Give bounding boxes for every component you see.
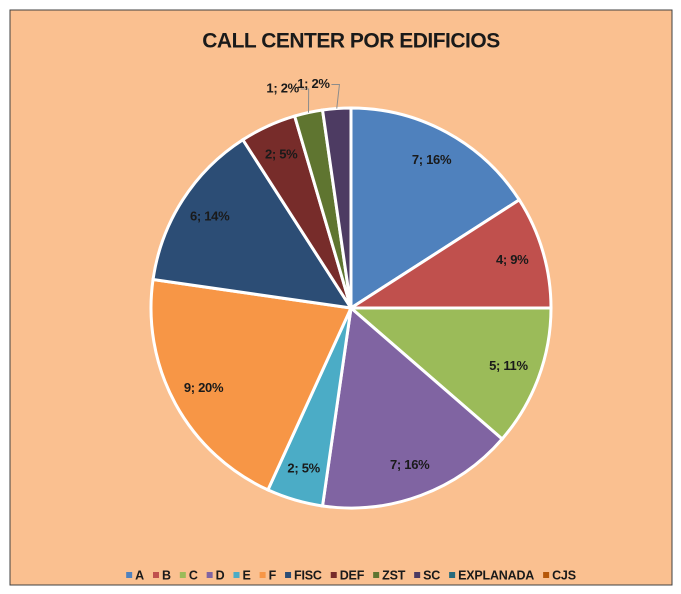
legend-swatch [179, 572, 186, 578]
legend-swatch [206, 572, 213, 578]
data-label: 9; 20% [184, 380, 224, 395]
legend-swatch [330, 572, 337, 578]
pie-slice [320, 106, 353, 309]
pie-slice [149, 277, 354, 492]
data-label: 2; 5% [265, 147, 298, 162]
leader-line [300, 88, 310, 113]
data-label: 5; 11% [489, 358, 528, 373]
data-label: 4; 9% [496, 252, 529, 267]
pie-slice [349, 106, 522, 311]
data-label: 7; 16% [412, 152, 452, 167]
leader-line [331, 84, 341, 109]
legend-label: F [269, 568, 277, 582]
legend-swatch [449, 572, 456, 578]
legend-label: C [189, 568, 198, 582]
legend-label: EXPLANADA [458, 568, 534, 582]
chart-title: CALL CENTER POR EDIFICIOS [202, 30, 500, 53]
pie-slice [345, 197, 553, 310]
legend-label: A [135, 568, 144, 582]
data-label: 2; 5% [287, 461, 320, 476]
legend-swatch [259, 572, 266, 578]
legend-label: CJS [552, 568, 576, 582]
legend-label: B [162, 568, 171, 582]
pie-slice [320, 305, 505, 510]
legend-swatch [285, 572, 292, 578]
data-label: 6; 14% [190, 209, 230, 224]
legend-swatch [414, 572, 421, 578]
legend-swatch [126, 572, 133, 578]
data-label: 1; 2% [297, 76, 330, 91]
pie-slice [346, 306, 553, 442]
legend-swatch [373, 572, 380, 578]
legend-label: E [242, 568, 250, 582]
legend-label: DEF [340, 568, 365, 582]
legend-label: ZST [382, 568, 406, 582]
legend-swatch [543, 572, 550, 578]
data-label: 7; 16% [390, 457, 430, 472]
legend-label: SC [423, 568, 440, 582]
data-label: 1; 2% [266, 80, 299, 95]
legend-swatch [233, 572, 240, 578]
legend-swatch [152, 572, 159, 578]
legend-label: FISC [294, 568, 322, 582]
pie-slice [151, 137, 355, 310]
legend-label: D [216, 568, 225, 582]
